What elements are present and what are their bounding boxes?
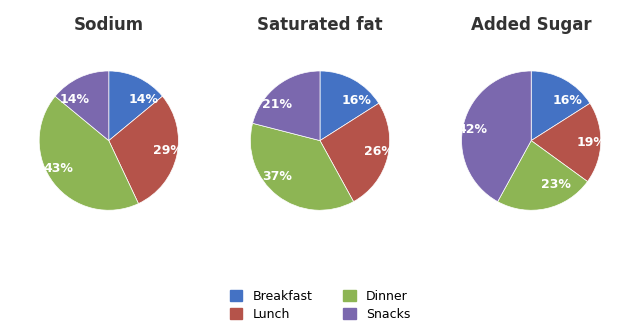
Wedge shape	[320, 71, 379, 141]
Text: 16%: 16%	[342, 95, 372, 108]
Text: 23%: 23%	[541, 178, 571, 191]
Text: 14%: 14%	[128, 93, 158, 106]
Title: Sodium: Sodium	[74, 16, 144, 34]
Wedge shape	[250, 123, 353, 210]
Title: Saturated fat: Saturated fat	[257, 16, 383, 34]
Wedge shape	[531, 71, 590, 141]
Wedge shape	[39, 96, 138, 210]
Text: 14%: 14%	[60, 93, 90, 106]
Wedge shape	[320, 103, 390, 202]
Title: Added Sugar: Added Sugar	[471, 16, 591, 34]
Wedge shape	[109, 96, 179, 204]
Wedge shape	[55, 71, 109, 141]
Wedge shape	[498, 141, 588, 210]
Text: 43%: 43%	[43, 162, 73, 175]
Wedge shape	[253, 71, 320, 141]
Text: 42%: 42%	[458, 123, 488, 136]
Text: 19%: 19%	[577, 135, 606, 148]
Wedge shape	[109, 71, 163, 141]
Text: 21%: 21%	[262, 98, 292, 112]
Text: 26%: 26%	[364, 146, 394, 158]
Text: 29%: 29%	[153, 144, 183, 157]
Text: 37%: 37%	[262, 170, 292, 183]
Wedge shape	[461, 71, 531, 202]
Legend: Breakfast, Lunch, Dinner, Snacks: Breakfast, Lunch, Dinner, Snacks	[230, 290, 410, 321]
Text: 16%: 16%	[553, 95, 583, 108]
Wedge shape	[531, 103, 601, 181]
